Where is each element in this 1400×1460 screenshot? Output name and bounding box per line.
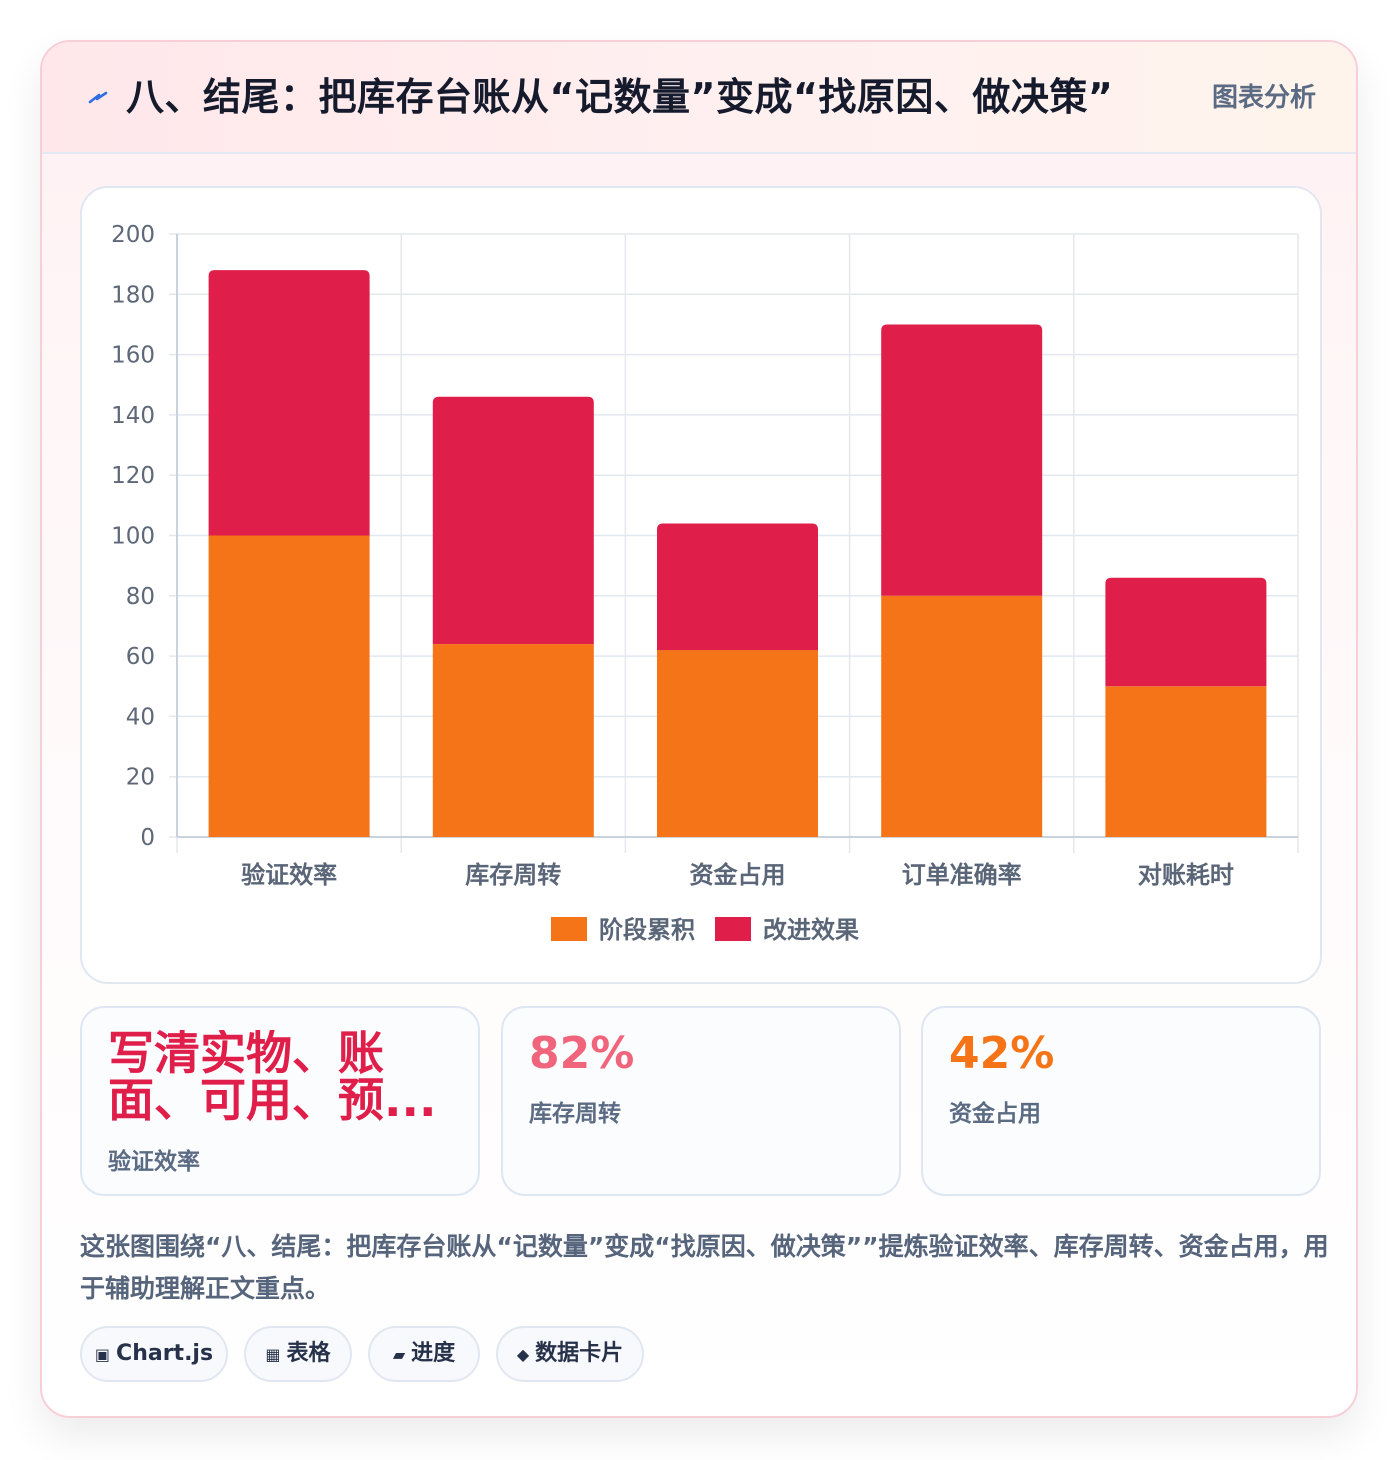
- y-tick-label: 160: [111, 343, 155, 369]
- x-tick-label: 对账耗时: [1138, 861, 1234, 889]
- x-tick-label: 库存周转: [465, 861, 561, 889]
- bar-2: [432, 396, 594, 645]
- bar-1: [432, 644, 594, 837]
- bar-1: [208, 535, 370, 837]
- stat-label: 库存周转: [529, 1101, 621, 1127]
- pill-table[interactable]: ▦ 表格: [244, 1326, 352, 1382]
- stat-value: 写清实物、账面、可用、预...: [108, 1030, 437, 1124]
- bar-2: [1105, 577, 1267, 687]
- y-tick-label: 180: [111, 282, 155, 308]
- header-tag: 图表分析: [1211, 83, 1316, 113]
- chart-card: 八、结尾：把库存台账从“记数量”变成“找原因、做决策” 图表分析 0 20 40 60…: [40, 40, 1358, 1418]
- stacked-bar-chart: 0 20 40 60 80 100 120 140 160 180 200 验证效率 库存周转 资金占用 订…: [111, 222, 1299, 944]
- bar-2: [657, 523, 818, 651]
- stat-value: 82%: [529, 1030, 635, 1078]
- y-tick-label: 40: [126, 704, 155, 730]
- pill-progress[interactable]: ▰ 进度: [368, 1326, 480, 1382]
- lightning-icon: [88, 91, 108, 104]
- bar-1: [1105, 686, 1267, 837]
- card-header: 八、结尾：把库存台账从“记数量”变成“找原因、做决策” 图表分析: [42, 42, 1356, 154]
- table-icon: ▦: [265, 1345, 281, 1364]
- pill-label: 进度: [411, 1341, 456, 1366]
- y-tick-label: 120: [111, 463, 155, 489]
- legend-label: 改进效果: [763, 916, 859, 944]
- x-tick-label: 资金占用: [690, 861, 786, 889]
- y-tick-label: 60: [126, 644, 155, 670]
- bar-1: [657, 650, 818, 837]
- progress-icon: ▰: [392, 1345, 406, 1364]
- y-tick-label: 200: [111, 222, 155, 248]
- x-tick-label: 订单准确率: [902, 861, 1022, 889]
- stat-card-2: 82% 库存周转: [501, 1006, 901, 1196]
- legend-label: 阶段累积: [599, 916, 695, 944]
- pill-label: 数据卡片: [535, 1341, 624, 1366]
- stat-label: 资金占用: [949, 1101, 1041, 1127]
- bar-2: [208, 270, 370, 536]
- pill-label: Chart.js: [116, 1341, 214, 1366]
- x-tick-label: 验证效率: [241, 861, 337, 889]
- y-tick-label: 140: [111, 403, 155, 429]
- stat-card-3: 42% 资金占用: [921, 1006, 1321, 1196]
- chart-panel: 0 20 40 60 80 100 120 140 160 180 200 验证效率 库存周转 资金占用 订…: [80, 186, 1322, 984]
- bar-2: [881, 324, 1043, 596]
- legend-swatch: [551, 917, 587, 941]
- pill-chartjs[interactable]: ▣ Chart.js: [80, 1326, 228, 1382]
- legend-swatch: [715, 917, 751, 941]
- y-tick-label: 80: [126, 584, 155, 610]
- stat-card-1: 写清实物、账面、可用、预... 验证效率: [80, 1006, 480, 1196]
- stat-label: 验证效率: [108, 1149, 200, 1175]
- pill-label: 表格: [286, 1341, 331, 1366]
- diamond-icon: ◆: [516, 1345, 530, 1364]
- y-tick-label: 20: [126, 765, 155, 791]
- page-title: 八、结尾：把库存台账从“记数量”变成“找原因、做决策”: [126, 75, 1114, 119]
- y-tick-label: 0: [140, 825, 155, 851]
- bar-1: [881, 595, 1043, 837]
- chart-description: 这张图围绕“八、结尾：把库存台账从“记数量”变成“找原因、做决策””提炼验证效率…: [80, 1232, 1329, 1303]
- chart-icon: ▣: [94, 1345, 111, 1364]
- y-tick-label: 100: [111, 524, 155, 550]
- pill-data-card[interactable]: ◆ 数据卡片: [496, 1326, 644, 1382]
- stat-value: 42%: [949, 1030, 1055, 1078]
